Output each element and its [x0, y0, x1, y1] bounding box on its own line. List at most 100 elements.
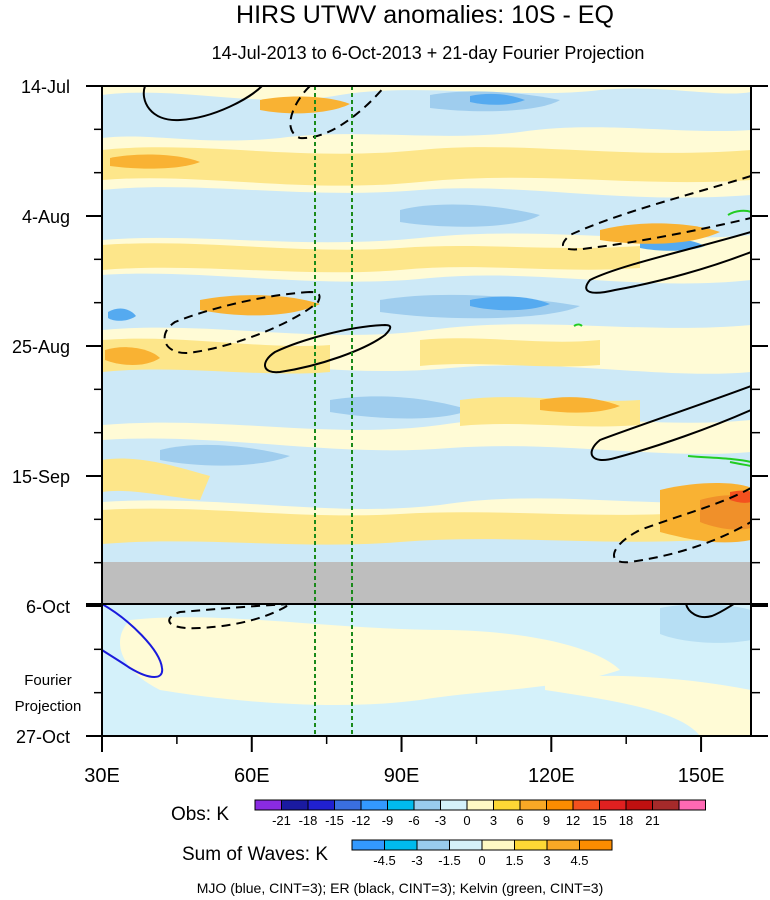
colorbar-swatch	[254, 799, 282, 811]
yellow-band	[102, 458, 210, 500]
colorbar-swatch	[416, 839, 450, 851]
colorbar-level: 9	[543, 813, 550, 828]
y-tick-label: 15-Sep	[12, 467, 70, 487]
blue-patch	[108, 308, 136, 321]
colorbar-level: -15	[325, 813, 344, 828]
colorbar-swatch	[449, 839, 483, 851]
yellow-band	[102, 338, 330, 374]
er-contour	[142, 86, 263, 122]
colorbar-swatch	[652, 799, 680, 811]
proj-positive	[545, 675, 751, 736]
colorbar-swatch	[387, 799, 415, 811]
colorbar-level: -9	[382, 813, 394, 828]
plot-area	[102, 86, 751, 736]
colorbar-swatch	[625, 799, 653, 811]
proj-positive	[120, 617, 620, 706]
orange-patch	[110, 154, 200, 169]
colorbar-level: -12	[352, 813, 371, 828]
colorbar-level: -4.5	[373, 853, 395, 868]
colorbar-swatch	[440, 799, 468, 811]
red-patch	[730, 490, 751, 503]
colorbar-swatch	[413, 799, 441, 811]
x-tick-label: 150E	[678, 765, 725, 787]
mjo-contour	[102, 603, 164, 678]
missing-data-band	[102, 562, 751, 604]
y-axis: 14-Jul 4-Aug 25-Aug 15-Sep 6-Oct 27-Oct	[12, 77, 768, 747]
orange-patch	[600, 223, 720, 244]
colorbar-swatch	[334, 799, 362, 811]
y-tick-label: 4-Aug	[22, 207, 70, 227]
proj-negative	[660, 604, 751, 643]
colorbar-level: 6	[516, 813, 523, 828]
orange-patch	[260, 96, 350, 114]
fourier-label-line2: Projection	[15, 698, 82, 715]
colorbar-level: -21	[272, 813, 291, 828]
wave-contours	[102, 86, 751, 678]
orange-patch	[700, 495, 751, 530]
colorbar-level: 3	[543, 853, 550, 868]
colorbar-level: -18	[299, 813, 318, 828]
colorbar-swatch	[351, 839, 385, 851]
er-contour	[163, 290, 321, 354]
er-contour	[613, 487, 751, 564]
orange-patch	[200, 295, 320, 316]
y-tick-label: 27-Oct	[16, 727, 70, 747]
colorbar-level: 4.5	[570, 853, 588, 868]
colorbar-level: 3	[490, 813, 497, 828]
waves-colorbar: -4.5 -3 -1.5 0 1.5 3 4.5	[351, 839, 613, 868]
colorbar-swatch	[519, 799, 547, 811]
er-contour	[289, 86, 386, 140]
er-contour	[264, 323, 392, 374]
chart-subtitle: 14-Jul-2013 to 6-Oct-2013 + 21-day Fouri…	[212, 43, 645, 63]
colorbar-level: 15	[592, 813, 606, 828]
x-tick-label: 60E	[234, 765, 270, 787]
colorbar-level: 12	[566, 813, 580, 828]
er-contour	[585, 231, 751, 294]
y-tick-label: 6-Oct	[26, 597, 70, 617]
colorbar-swatch	[572, 799, 600, 811]
obs-colorbar: -21 -18 -15 -12 -9 -6 -3 0 3 6 9 12 15 18 21	[254, 799, 706, 828]
blue-patch	[400, 204, 540, 227]
yellow-band	[102, 243, 640, 273]
colorbar-swatch	[546, 839, 580, 851]
colorbar-level: -3	[411, 853, 423, 868]
colorbar-swatch	[493, 799, 521, 811]
colorbar-level: 1.5	[505, 853, 523, 868]
plot-frame	[101, 85, 752, 737]
er-contour	[590, 385, 751, 461]
er-contour	[685, 603, 735, 618]
colorbar-swatch	[360, 799, 388, 811]
colorbar-swatch	[307, 799, 335, 811]
orange-patch	[105, 347, 160, 365]
colorbar-level: 18	[619, 813, 633, 828]
kelvin-contour	[573, 323, 583, 327]
colorbar-level: 0	[463, 813, 470, 828]
fourier-label-line1: Fourier	[24, 672, 72, 689]
blue-patch	[160, 444, 290, 466]
colorbar-level: -6	[408, 813, 420, 828]
colorbar-swatch	[384, 839, 418, 851]
obs-anomaly-field	[102, 88, 751, 562]
x-tick-label: 30E	[84, 765, 120, 787]
orange-patch	[540, 397, 620, 413]
colorbar-level: 0	[478, 853, 485, 868]
er-contour	[168, 603, 291, 630]
blue-patch	[470, 93, 525, 105]
x-tick-label: 90E	[384, 765, 420, 787]
x-axis: 30E 60E 90E 120E 150E	[84, 736, 724, 787]
yellow-band	[420, 338, 600, 367]
colorbar-swatch	[514, 839, 548, 851]
blue-patch	[470, 296, 550, 311]
colorbar-swatch	[481, 839, 515, 851]
kelvin-contour	[687, 455, 751, 467]
obs-colorbar-label: Obs: K	[171, 804, 229, 825]
x-tick-label: 120E	[528, 765, 575, 787]
er-contour	[562, 175, 751, 251]
colorbar-swatch	[281, 799, 309, 811]
colorbar-level: -1.5	[438, 853, 460, 868]
colorbar-level: -3	[435, 813, 447, 828]
colorbar-swatch	[546, 799, 574, 811]
waves-colorbar-label: Sum of Waves: K	[182, 844, 328, 865]
projection-field	[102, 604, 751, 736]
